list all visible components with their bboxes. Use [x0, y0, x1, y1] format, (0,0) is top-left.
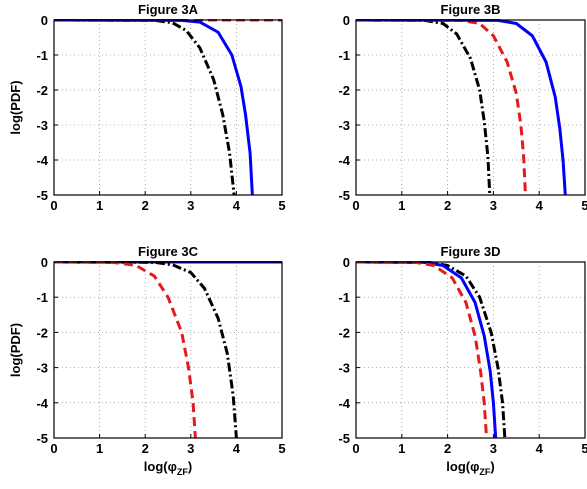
x-tick-label: 0 — [50, 198, 57, 213]
panel-d: 0 1 2 3 4 5 0 -1 -2 -3 -4 -5 Figure 3D log(φZF) — [338, 244, 587, 477]
chart-title: Figure 3C — [138, 244, 199, 259]
y-tick-label: -2 — [36, 325, 48, 340]
x-tick-label: 5 — [278, 198, 285, 213]
y-axis-label: log(PDF) — [8, 80, 23, 134]
chart-title: Figure 3B — [441, 2, 501, 17]
axes-frame — [355, 19, 586, 196]
y-tick-label: -5 — [338, 188, 350, 203]
y-tick-label: -3 — [338, 361, 350, 376]
y-tick-label: -3 — [338, 118, 350, 133]
series-line-dashdot — [54, 261, 238, 439]
y-tick-label: -4 — [36, 396, 48, 411]
y-tick-label: 0 — [41, 255, 48, 270]
series-line-dashdot — [356, 261, 507, 439]
series-line-dashed — [54, 261, 197, 439]
y-tick-label: -4 — [338, 153, 350, 168]
y-tick-label: -2 — [36, 83, 48, 98]
y-tick-label: -2 — [338, 325, 350, 340]
y-tick-label: -5 — [36, 188, 48, 203]
y-tick-label: 0 — [343, 13, 350, 28]
y-tick-label: -1 — [36, 290, 48, 305]
x-tick-label: 3 — [187, 441, 194, 456]
y-tick-label: 0 — [343, 255, 350, 270]
x-axis-label: log(φZF) — [144, 459, 192, 477]
x-tick-label: 0 — [352, 198, 359, 213]
chart-title: Figure 3D — [441, 244, 501, 259]
x-tick-label: 1 — [96, 198, 103, 213]
y-tick-label: 0 — [41, 13, 48, 28]
y-tick-label: -5 — [36, 431, 48, 446]
x-axis-label: log(φZF) — [446, 459, 494, 477]
x-tick-label: 4 — [536, 198, 544, 213]
series-line-solid — [54, 19, 254, 196]
chart-title: Figure 3A — [138, 2, 199, 17]
x-tick-label: 2 — [444, 441, 451, 456]
x-tick-label: 1 — [96, 441, 103, 456]
y-tick-label: -5 — [338, 431, 350, 446]
x-tick-label: 5 — [278, 441, 285, 456]
y-tick-label: -1 — [338, 48, 350, 63]
panel-c: 0 1 2 3 4 5 0 -1 -2 -3 -4 -5 Figure 3C log(PDF) log(φZ… — [8, 244, 286, 477]
axes-frame — [53, 261, 283, 439]
x-tick-label: 0 — [352, 441, 359, 456]
series-line-solid — [356, 19, 567, 196]
y-axis-label: log(PDF) — [8, 323, 23, 377]
y-tick-label: -1 — [338, 290, 350, 305]
y-tick-label: -3 — [36, 118, 48, 133]
x-tick-label: 1 — [398, 441, 405, 456]
panel-a: 0 1 2 3 4 5 0 -1 -2 -3 -4 -5 Figure 3A log(PDF) — [8, 2, 286, 213]
x-tick-label: 0 — [50, 441, 57, 456]
x-tick-label: 4 — [233, 441, 241, 456]
x-tick-label: 1 — [398, 198, 405, 213]
series-group — [356, 261, 507, 439]
x-tick-label: 3 — [490, 198, 497, 213]
x-tick-label: 5 — [581, 441, 587, 456]
x-tick-label: 2 — [142, 441, 149, 456]
series-line-dashed — [356, 261, 489, 439]
axes-frame — [355, 261, 586, 439]
x-tick-label: 4 — [233, 198, 241, 213]
y-tick-label: -4 — [36, 153, 48, 168]
x-tick-label: 5 — [581, 198, 587, 213]
y-tick-label: -3 — [36, 361, 48, 376]
x-tick-label: 3 — [490, 441, 497, 456]
panel-b: 0 1 2 3 4 5 0 -1 -2 -3 -4 -5 Figure 3B — [338, 2, 587, 213]
y-tick-label: -2 — [338, 83, 350, 98]
y-tick-label: -1 — [36, 48, 48, 63]
x-tick-label: 2 — [142, 198, 149, 213]
x-tick-label: 3 — [187, 198, 194, 213]
series-group — [356, 19, 567, 196]
x-tick-label: 2 — [444, 198, 451, 213]
series-line-dashed — [356, 19, 527, 196]
series-line-solid — [356, 261, 498, 439]
axes-frame — [53, 19, 283, 196]
y-tick-label: -4 — [338, 396, 350, 411]
x-tick-label: 4 — [536, 441, 544, 456]
